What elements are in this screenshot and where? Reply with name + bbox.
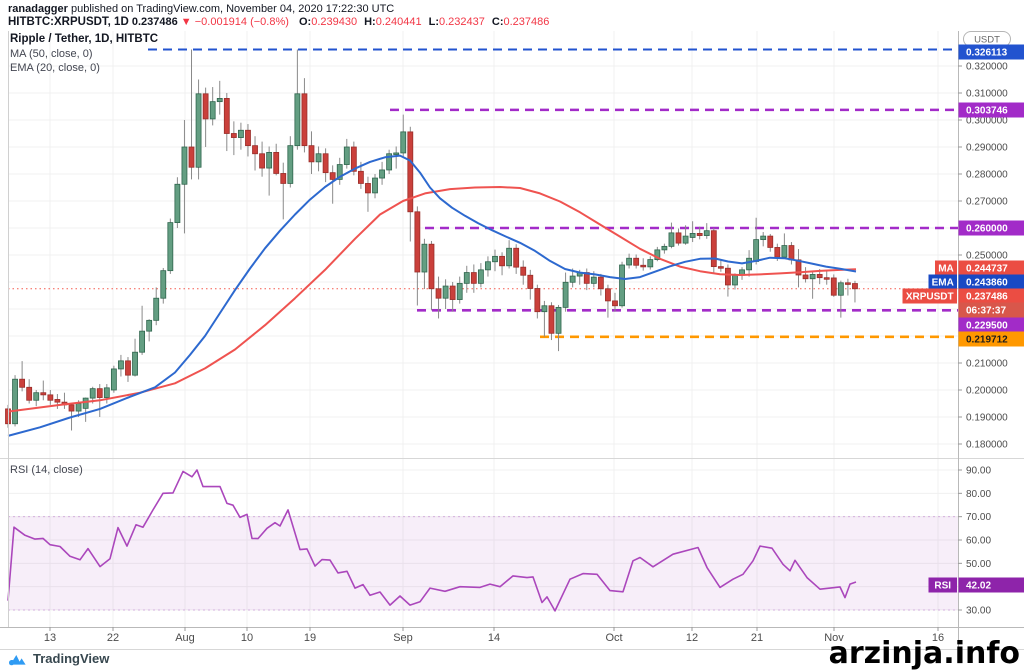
svg-text:0.260000: 0.260000 (966, 224, 1008, 235)
rsi-line (7, 469, 857, 612)
svg-text:0.243860: 0.243860 (966, 278, 1008, 289)
rsi-legend: RSI (14, close) (10, 464, 83, 476)
svg-text:13: 13 (44, 632, 56, 644)
svg-text:0.210000: 0.210000 (966, 359, 1008, 370)
header: ranadagger published on TradingView.com,… (0, 0, 1024, 31)
rsi-axis[interactable]: 90.00 80.00 70.00 60.00 50.00 30.00 (958, 466, 991, 617)
change-arrow-icon: ▼ (180, 16, 192, 28)
ema20-line (7, 154, 857, 437)
ohlc-value: 0.240441 (375, 16, 422, 28)
svg-text:Sep: Sep (393, 632, 413, 644)
published-text: published on TradingView.com, November 0… (67, 3, 395, 15)
svg-text:0.200000: 0.200000 (966, 386, 1008, 397)
ohlc-key: H: (364, 16, 376, 28)
svg-text:30.00: 30.00 (966, 606, 991, 617)
svg-text:0.280000: 0.280000 (966, 170, 1008, 181)
symbol-title: HITBTC:XRPUSDT, 1D (8, 16, 129, 28)
svg-text:16: 16 (932, 632, 944, 644)
price-badge-0237486: XRPUSDT 0.237486 (902, 288, 1024, 304)
svg-text:60.00: 60.00 (966, 536, 991, 547)
site-watermark: arzinja.info (828, 636, 1020, 671)
level-lines (8, 48, 958, 339)
price-badge-0260000: 0.260000 (958, 220, 1024, 236)
svg-text:Aug: Aug (175, 632, 195, 644)
svg-text:10: 10 (241, 632, 253, 644)
price-badge-0219712: 0.219712 (958, 331, 1024, 347)
svg-text:USDT: USDT (974, 35, 1000, 46)
svg-text:EMA: EMA (932, 278, 954, 289)
svg-text:90.00: 90.00 (966, 466, 991, 477)
tradingview-attribution[interactable]: TradingView (8, 651, 109, 666)
svg-text:0.303746: 0.303746 (966, 106, 1008, 117)
tradingview-logo-icon (9, 654, 26, 665)
svg-text:21: 21 (751, 632, 763, 644)
price-badge-0326113: 0.326113 (958, 44, 1024, 60)
svg-text:RSI: RSI (934, 581, 951, 592)
ohlc-readout: O:0.239430 H:0.240441 L:0.232437 C:0.237486 (292, 16, 549, 28)
svg-text:70.00: 70.00 (966, 512, 991, 523)
svg-text:50.00: 50.00 (966, 559, 991, 570)
svg-text:0.326113: 0.326113 (966, 48, 1008, 59)
ohlc-value: 0.237486 (503, 16, 550, 28)
svg-text:Oct: Oct (605, 632, 622, 644)
svg-text:14: 14 (488, 632, 500, 644)
svg-text:XRPUSDT: XRPUSDT (906, 292, 954, 303)
change-value: −0.001914 (−0.8%) (194, 16, 289, 28)
svg-text:0.250000: 0.250000 (966, 251, 1008, 262)
ohlc-key: O: (298, 16, 312, 28)
svg-text:Nov: Nov (824, 632, 844, 644)
price-axis[interactable]: 0.320000 0.310000 0.300000 0.290000 0.280000… (958, 62, 1008, 451)
chart-canvas[interactable]: 0.320000 0.310000 0.300000 0.290000 0.280000… (0, 28, 1024, 650)
svg-text:80.00: 80.00 (966, 489, 991, 500)
svg-text:0.270000: 0.270000 (966, 197, 1008, 208)
price-unit-button[interactable]: USDT (963, 31, 1011, 47)
published-line: ranadagger published on TradingView.com,… (8, 3, 1024, 15)
svg-text:0.310000: 0.310000 (966, 89, 1008, 100)
svg-text:12: 12 (686, 632, 698, 644)
tradingview-logo-text: TradingView (33, 651, 110, 666)
svg-text:0.244737: 0.244737 (966, 264, 1008, 275)
price-badge-0243860: EMA 0.243860 (928, 274, 1024, 290)
svg-text:0.219712: 0.219712 (966, 335, 1008, 346)
price-badge-063737: 06:37:37 (958, 302, 1024, 318)
author-name: ranadagger (8, 3, 68, 15)
svg-text:0.320000: 0.320000 (966, 62, 1008, 73)
time-axis[interactable]: 13 22 Aug 10 19 Sep 14 Oct 12 21 Nov 16 (44, 627, 944, 644)
price-badge-0303746: 0.303746 (958, 102, 1024, 118)
svg-text:0.290000: 0.290000 (966, 143, 1008, 154)
svg-text:0.300000: 0.300000 (966, 116, 1008, 127)
price-badge-0244737: MA 0.244737 (935, 260, 1024, 276)
candlestick-layer (5, 49, 858, 431)
svg-text:06:37:37: 06:37:37 (966, 306, 1006, 317)
price-badge-4202: RSI 42.02 (928, 577, 1024, 593)
svg-text:MA: MA (938, 264, 954, 275)
ohlc-value: 0.232437 (439, 16, 485, 28)
symbol-ohlc-line: HITBTC:XRPUSDT, 1D 0.237486 ▼ −0.001914 … (8, 16, 1024, 29)
svg-text:42.02: 42.02 (966, 581, 991, 592)
ohlc-key: L: (428, 16, 439, 28)
ohlc-value: 0.239430 (311, 16, 358, 28)
rsi-band (8, 516, 958, 611)
svg-text:0.180000: 0.180000 (966, 440, 1008, 451)
last-price: 0.237486 (131, 16, 178, 28)
svg-text:0.237486: 0.237486 (966, 292, 1008, 303)
price-badge-0229500: 0.229500 (958, 317, 1024, 333)
ohlc-key: C: (491, 16, 504, 28)
svg-text:0.190000: 0.190000 (966, 413, 1008, 424)
ma50-line (7, 186, 857, 413)
svg-text:0.229500: 0.229500 (966, 321, 1008, 332)
svg-text:22: 22 (107, 632, 119, 644)
svg-text:19: 19 (304, 632, 316, 644)
